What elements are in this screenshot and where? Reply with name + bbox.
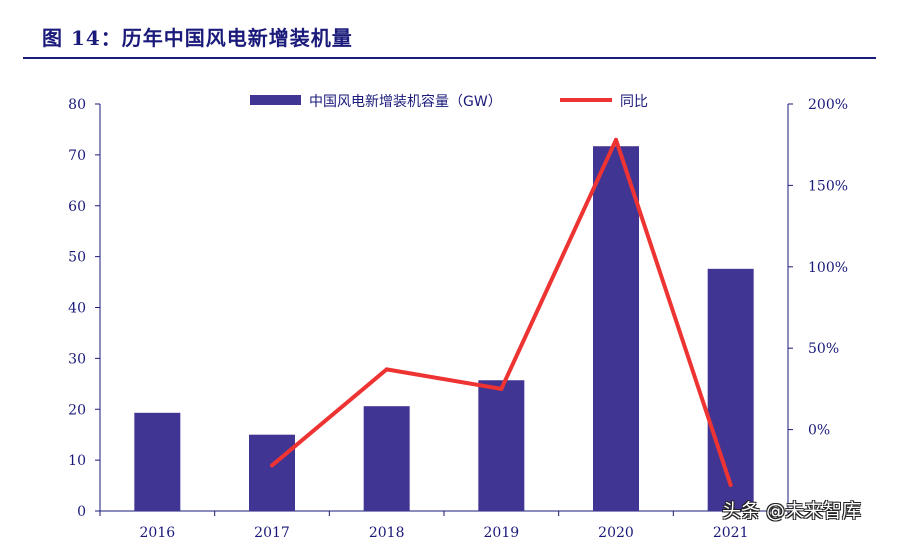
right-tick-label: 200% [808, 97, 848, 113]
left-tick-label: 30 [68, 351, 86, 367]
x-tick-label: 2018 [369, 525, 405, 541]
figure-title: 图 14：历年中国风电新增装机量 [42, 26, 353, 50]
line-point [614, 137, 618, 142]
legend-bar-label: 中国风电新增装机容量（GW） [309, 93, 502, 110]
legend: 中国风电新增装机容量（GW） 同比 [250, 93, 648, 110]
line-series [270, 137, 733, 487]
bar [707, 268, 754, 511]
legend-bar-swatch [250, 95, 301, 105]
watermark-text: 头条 @未来智库 [722, 500, 862, 522]
right-tick-label: 50% [808, 341, 839, 357]
line-point [499, 386, 504, 391]
legend-line-label: 同比 [620, 94, 648, 110]
line-point [270, 463, 274, 468]
right-tick-label: 150% [808, 178, 848, 194]
line-point [728, 482, 733, 487]
left-tick-label: 60 [68, 199, 86, 215]
bar [249, 434, 295, 511]
title-divider [23, 57, 876, 59]
left-tick-label: 0 [77, 504, 86, 520]
tick-labels: 0 10 20 30 40 50 60 70 80 0% 50% 100% 150% 200% 2016 20… [68, 97, 848, 541]
left-tick-label: 70 [68, 148, 86, 164]
bar-series [134, 146, 754, 511]
right-tick-label: 0% [808, 423, 830, 439]
left-tick-label: 40 [68, 301, 86, 317]
x-tick-label: 2016 [140, 525, 176, 541]
x-tick-label: 2021 [713, 525, 749, 541]
left-tick-label: 10 [68, 453, 86, 469]
x-tick-label: 2017 [254, 525, 290, 541]
bar [363, 406, 410, 511]
line-point [384, 367, 389, 372]
x-tick-label: 2019 [484, 525, 520, 541]
bar [134, 412, 181, 511]
bar [478, 380, 525, 511]
left-tick-label: 80 [68, 97, 86, 113]
left-tick-label: 20 [68, 402, 86, 418]
x-tick-label: 2020 [598, 525, 634, 541]
right-tick-label: 100% [808, 260, 848, 276]
bar [593, 146, 639, 511]
left-tick-label: 50 [68, 250, 86, 266]
chart-axes [95, 103, 793, 516]
